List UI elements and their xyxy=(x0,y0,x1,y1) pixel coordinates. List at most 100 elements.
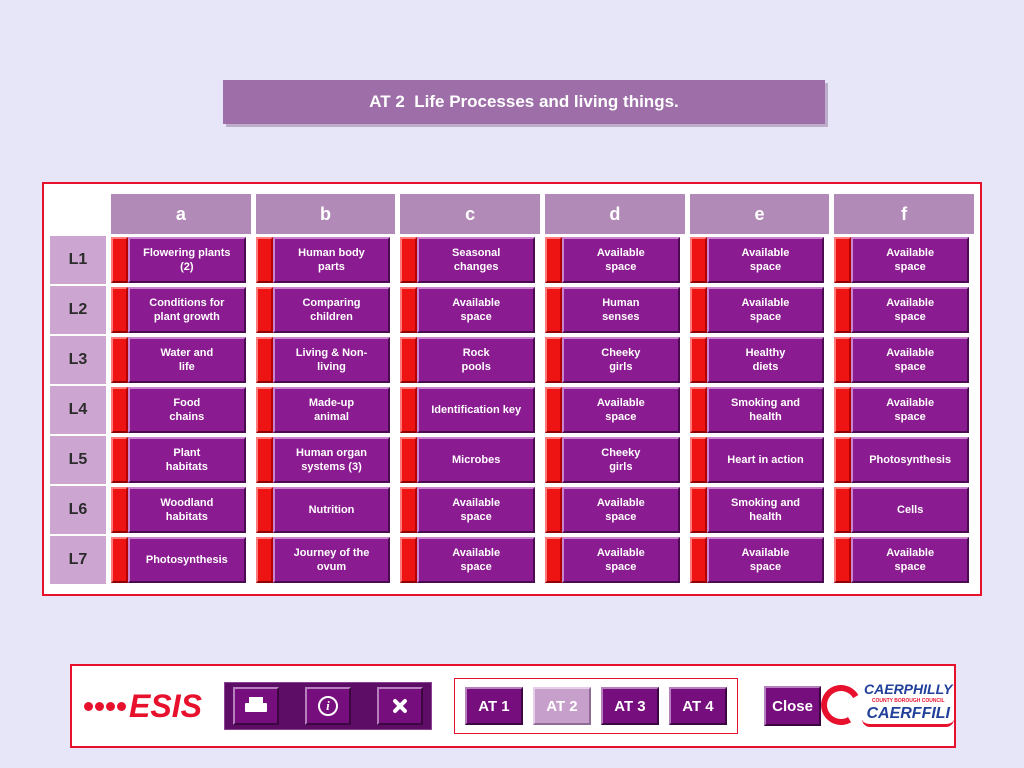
topic-label: Available space xyxy=(417,287,535,333)
topic-cell[interactable]: Available space xyxy=(689,286,830,334)
topic-cell[interactable]: Available space xyxy=(834,236,974,284)
topic-cell[interactable]: Available space xyxy=(545,486,685,534)
topic-label: Available space xyxy=(417,487,535,533)
close-button[interactable]: Close xyxy=(763,686,822,726)
at-tab-at-1[interactable]: AT 1 xyxy=(464,687,523,725)
red-tab-icon xyxy=(834,387,852,433)
topic-cell[interactable]: Human body parts xyxy=(255,236,396,284)
topic-cell[interactable]: Comparing children xyxy=(255,286,396,334)
topic-label: Healthy diets xyxy=(706,337,825,383)
topic-cell[interactable]: Healthy diets xyxy=(689,336,830,384)
topic-cell[interactable]: Available space xyxy=(400,486,540,534)
topic-cell[interactable]: Available space xyxy=(400,286,540,334)
at-tab-at-2[interactable]: AT 2 xyxy=(532,687,591,725)
topic-cell[interactable]: Identification key xyxy=(400,386,540,434)
red-tab-icon xyxy=(111,337,128,383)
topic-cell[interactable]: Microbes xyxy=(400,436,540,484)
topic-cell[interactable]: Photosynthesis xyxy=(111,536,251,584)
red-tab-icon xyxy=(545,487,562,533)
red-tab-icon xyxy=(545,337,562,383)
esis-logo-text: ESIS xyxy=(129,687,202,724)
topic-cell[interactable]: Conditions for plant growth xyxy=(111,286,251,334)
red-tab-icon xyxy=(111,437,128,483)
topic-label: Made-up animal xyxy=(272,387,391,433)
topic-cell[interactable]: Flowering plants (2) xyxy=(111,236,251,284)
topic-cell[interactable]: Smoking and health xyxy=(689,386,830,434)
red-tab-icon xyxy=(689,537,707,583)
red-tab-icon xyxy=(255,387,273,433)
topic-cell[interactable]: Available space xyxy=(834,286,974,334)
red-tab-icon xyxy=(689,337,707,383)
topic-cell[interactable]: Available space xyxy=(545,236,685,284)
topic-label: Photosynthesis xyxy=(128,537,246,583)
topic-cell[interactable]: Woodland habitats xyxy=(111,486,251,534)
red-tab-icon xyxy=(545,387,562,433)
topic-label: Available space xyxy=(562,387,680,433)
topic-cell[interactable]: Available space xyxy=(545,386,685,434)
topic-cell[interactable]: Available space xyxy=(834,536,974,584)
topic-label: Available space xyxy=(851,537,969,583)
red-tab-icon xyxy=(400,537,418,583)
red-tab-icon xyxy=(834,337,852,383)
red-tab-icon xyxy=(400,287,418,333)
topic-cell[interactable]: Cheeky girls xyxy=(545,436,685,484)
red-tab-icon xyxy=(400,237,418,283)
topic-label: Available space xyxy=(562,537,680,583)
topic-label: Cells xyxy=(851,487,969,533)
topic-label: Human body parts xyxy=(272,237,391,283)
topic-cell[interactable]: Available space xyxy=(834,386,974,434)
esis-dots-icon xyxy=(84,701,126,711)
topic-cell[interactable]: Human organ systems (3) xyxy=(255,436,396,484)
at-tab-at-3[interactable]: AT 3 xyxy=(600,687,659,725)
red-tab-icon xyxy=(545,237,562,283)
topic-cell[interactable]: Food chains xyxy=(111,386,251,434)
topic-label: Available space xyxy=(851,387,969,433)
topic-label: Available space xyxy=(851,337,969,383)
topic-cell[interactable]: Living & Non- living xyxy=(255,336,396,384)
topic-label: Nutrition xyxy=(272,487,391,533)
topic-cell[interactable]: Cheeky girls xyxy=(545,336,685,384)
topic-cell[interactable]: Smoking and health xyxy=(689,486,830,534)
topic-label: Cheeky girls xyxy=(562,337,680,383)
topic-label: Smoking and health xyxy=(706,387,825,433)
topic-cell[interactable]: Human senses xyxy=(545,286,685,334)
print-button[interactable] xyxy=(232,687,279,725)
topic-cell[interactable]: Available space xyxy=(545,536,685,584)
topic-cell[interactable]: Available space xyxy=(689,536,830,584)
red-tab-icon xyxy=(834,287,852,333)
red-tab-icon xyxy=(255,437,273,483)
topic-cell[interactable]: Made-up animal xyxy=(255,386,396,434)
topic-cell[interactable]: Heart in action xyxy=(689,436,830,484)
topic-cell[interactable]: Seasonal changes xyxy=(400,236,540,284)
topic-cell[interactable]: Available space xyxy=(689,236,830,284)
topic-cell[interactable]: Nutrition xyxy=(255,486,396,534)
council-subtitle: COUNTY BOROUGH COUNCIL xyxy=(871,698,945,704)
row-header-l7: L7 xyxy=(50,536,106,584)
topic-cell[interactable]: Journey of the ovum xyxy=(255,536,396,584)
red-tab-icon xyxy=(400,387,418,433)
topic-cell[interactable]: Photosynthesis xyxy=(834,436,974,484)
curriculum-grid: a b c d e f L1 Flowering plants (2) Human body p… xyxy=(44,184,980,592)
topic-label: Conditions for plant growth xyxy=(128,287,246,333)
topic-cell[interactable]: Rock pools xyxy=(400,336,540,384)
topic-cell[interactable]: Available space xyxy=(834,336,974,384)
topic-label: Human organ systems (3) xyxy=(272,437,391,483)
page-title-text: AT 2 Life Processes and living things. xyxy=(369,92,679,111)
topic-cell[interactable]: Cells xyxy=(834,486,974,534)
red-tab-icon xyxy=(834,537,852,583)
red-tab-icon xyxy=(545,537,562,583)
red-tab-icon xyxy=(834,437,852,483)
info-button[interactable]: i xyxy=(304,687,351,725)
topic-cell[interactable]: Plant habitats xyxy=(111,436,251,484)
tools-button[interactable] xyxy=(376,687,423,725)
info-icon: i xyxy=(317,696,338,716)
topic-label: Available space xyxy=(562,487,680,533)
column-header-e: e xyxy=(689,194,830,234)
esis-logo: ESIS xyxy=(84,688,202,725)
at-tab-at-4[interactable]: AT 4 xyxy=(668,687,727,725)
tools-icon xyxy=(389,696,411,716)
topic-label: Available space xyxy=(562,237,680,283)
topic-cell[interactable]: Available space xyxy=(400,536,540,584)
topic-label: Plant habitats xyxy=(128,437,246,483)
topic-cell[interactable]: Water and life xyxy=(111,336,251,384)
